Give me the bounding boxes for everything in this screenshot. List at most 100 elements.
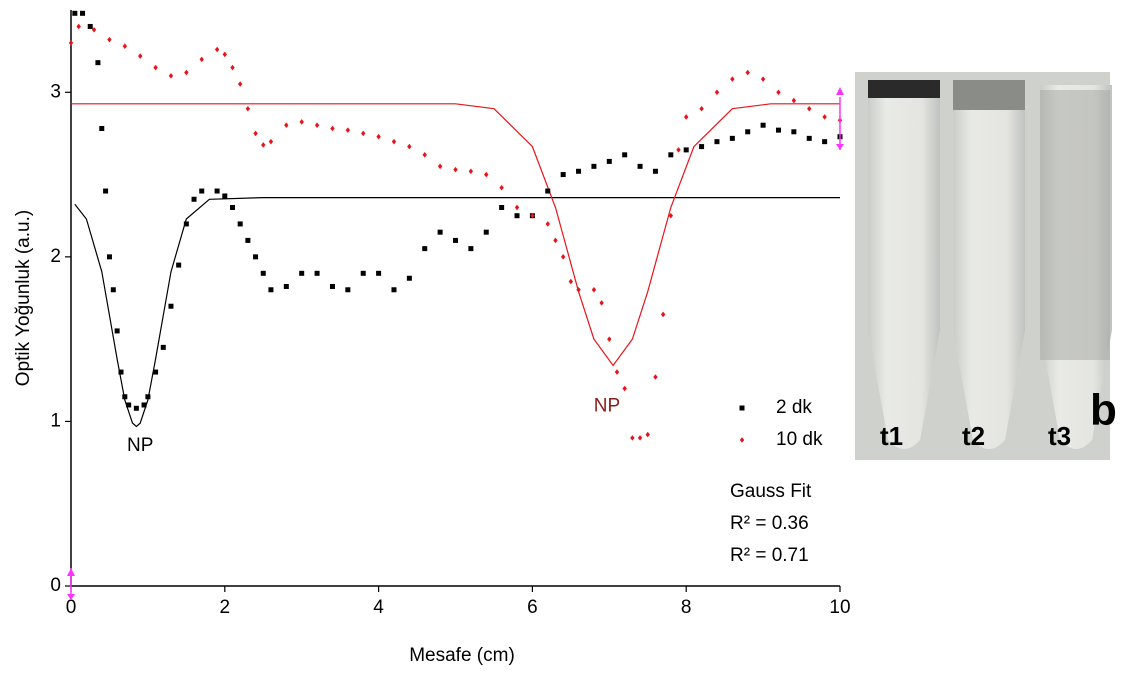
data-point xyxy=(214,46,220,53)
data-point xyxy=(437,229,443,235)
data-point xyxy=(283,283,289,289)
data-point xyxy=(653,374,658,380)
data-point xyxy=(545,221,550,227)
data-point xyxy=(499,204,505,210)
data-point xyxy=(576,168,582,174)
data-point xyxy=(122,43,128,50)
data-point xyxy=(222,193,228,199)
legend-marker xyxy=(739,405,745,411)
data-point xyxy=(760,76,766,82)
data-point xyxy=(560,172,566,178)
data-point xyxy=(714,139,720,145)
data-point xyxy=(126,402,132,408)
data-point xyxy=(568,278,574,285)
data-point xyxy=(160,344,166,350)
data-point xyxy=(72,10,78,16)
data-point xyxy=(95,60,101,66)
data-point xyxy=(260,270,266,276)
data-point xyxy=(729,135,735,141)
data-point xyxy=(145,394,151,400)
data-point xyxy=(453,166,458,173)
data-point xyxy=(760,122,766,128)
data-point xyxy=(684,114,689,120)
y-tick-label: 1 xyxy=(50,410,61,431)
data-point xyxy=(422,246,428,252)
x-tick-label: 4 xyxy=(373,597,384,618)
legend-marker xyxy=(739,437,745,443)
fit-legend: Gauss Fit xyxy=(730,481,812,502)
data-point xyxy=(183,221,189,227)
data-point xyxy=(514,204,520,211)
data-point xyxy=(637,435,643,441)
data-point xyxy=(176,262,182,268)
legend-label: 2 dk xyxy=(776,397,812,418)
x-tick-label: 6 xyxy=(527,597,538,618)
data-point xyxy=(791,129,797,135)
data-point xyxy=(199,56,204,63)
data-point xyxy=(361,130,366,137)
data-point xyxy=(560,254,566,260)
x-tick-label: 10 xyxy=(829,597,850,618)
data-point xyxy=(199,188,205,194)
data-point xyxy=(314,270,320,276)
data-point xyxy=(68,40,74,46)
annotation: NP xyxy=(594,396,620,417)
x-axis-title: Mesafe (cm) xyxy=(409,645,515,666)
data-point xyxy=(245,237,251,243)
data-point xyxy=(141,402,147,408)
data-point xyxy=(606,158,612,164)
tube xyxy=(868,85,940,449)
data-point xyxy=(122,394,128,400)
data-point xyxy=(360,270,366,276)
data-point xyxy=(622,385,627,392)
data-point xyxy=(468,246,474,252)
data-point xyxy=(87,23,93,29)
data-point xyxy=(184,69,189,76)
data-point xyxy=(133,405,139,411)
data-point xyxy=(699,105,704,112)
data-point xyxy=(599,300,604,306)
data-point xyxy=(314,122,320,128)
data-point xyxy=(299,270,305,276)
data-point xyxy=(253,130,258,137)
data-point xyxy=(153,369,159,375)
data-point xyxy=(453,237,458,243)
data-point xyxy=(645,431,650,438)
data-point xyxy=(230,64,235,71)
data-point xyxy=(106,254,112,260)
data-point xyxy=(299,119,304,125)
data-point xyxy=(229,204,235,210)
data-point xyxy=(776,89,781,96)
fit-legend: R² = 0.71 xyxy=(730,545,809,566)
data-point xyxy=(268,138,274,145)
data-point xyxy=(391,138,397,145)
photo-panel: t1 t2 t3 b xyxy=(855,72,1117,460)
tube-band xyxy=(953,80,1025,110)
data-point xyxy=(699,144,705,150)
data-point xyxy=(261,142,266,148)
y-tick-label: 0 xyxy=(50,575,61,596)
data-point xyxy=(607,336,612,342)
data-point xyxy=(822,114,827,120)
data-point xyxy=(222,51,227,58)
data-point xyxy=(499,184,504,191)
annotation: NP xyxy=(127,435,153,456)
data-point xyxy=(345,287,351,293)
data-point xyxy=(775,127,781,133)
y-tick-label: 2 xyxy=(50,246,61,267)
data-point xyxy=(553,237,558,244)
data-point xyxy=(153,64,158,71)
data-point xyxy=(268,287,274,293)
data-point xyxy=(107,36,112,43)
data-point xyxy=(622,152,628,158)
data-point xyxy=(437,163,443,170)
data-point xyxy=(103,188,109,194)
data-point xyxy=(668,212,674,219)
data-point xyxy=(422,152,427,158)
data-point xyxy=(637,163,643,169)
data-point xyxy=(237,221,243,227)
data-point xyxy=(168,73,174,79)
data-point xyxy=(118,369,124,375)
data-point xyxy=(391,287,397,293)
